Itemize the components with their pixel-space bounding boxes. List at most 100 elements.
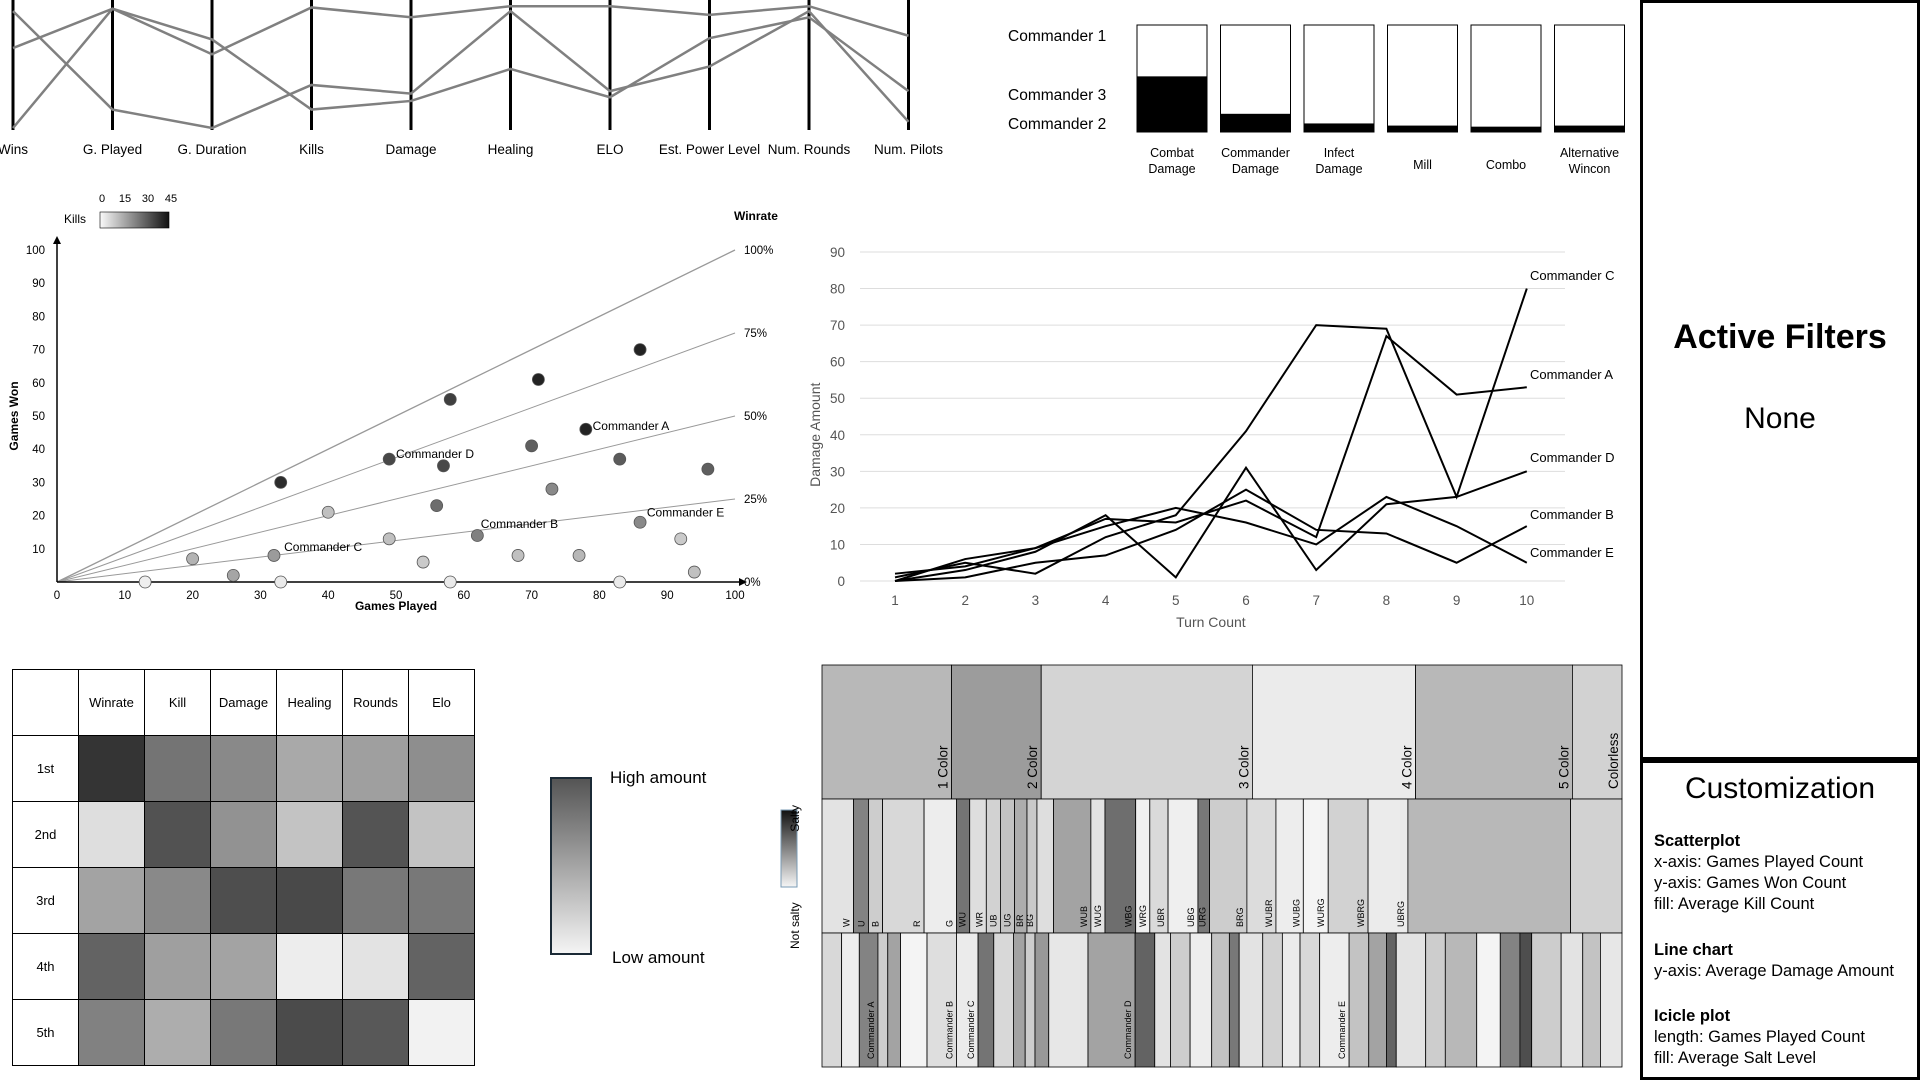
- icicle-level3-block[interactable]: [1519, 932, 1533, 1068]
- icicle-level3-block[interactable]: [1281, 932, 1301, 1068]
- scatter-point[interactable]: [274, 575, 288, 589]
- scatter-point[interactable]: [613, 575, 627, 589]
- icicle-level3-block[interactable]: [1476, 932, 1501, 1068]
- scatter-point[interactable]: [579, 422, 593, 436]
- scatter-point[interactable]: [430, 499, 444, 513]
- customization-section[interactable]: Icicle plot length: Games Played Count fil…: [1654, 1006, 1865, 1069]
- heatmap-cell[interactable]: [78, 867, 145, 934]
- icicle-level3-block[interactable]: [926, 932, 957, 1068]
- icicle-level3-block[interactable]: [877, 932, 889, 1068]
- icicle-level3-block[interactable]: [1299, 932, 1321, 1068]
- heatmap-cell[interactable]: [276, 867, 343, 934]
- heatmap-cell[interactable]: [210, 999, 277, 1066]
- icicle-level3-block[interactable]: [841, 932, 860, 1068]
- icicle-level3-block[interactable]: [1134, 932, 1156, 1068]
- customization-setting[interactable]: y-axis: Average Damage Amount: [1654, 962, 1894, 980]
- icicle-level3-block[interactable]: [1189, 932, 1213, 1068]
- heatmap-cell[interactable]: [78, 999, 145, 1066]
- icicle-level2-block[interactable]: [1570, 798, 1623, 934]
- icicle-level3-block[interactable]: [900, 932, 928, 1068]
- heatmap-cell[interactable]: [210, 801, 277, 868]
- heatmap-cell[interactable]: [408, 735, 475, 802]
- heatmap-cell[interactable]: [342, 735, 409, 802]
- scatter-point[interactable]: [443, 392, 457, 406]
- scatter-point[interactable]: [633, 515, 647, 529]
- scatter-point[interactable]: [382, 452, 396, 466]
- icicle-level3-block[interactable]: [1024, 932, 1036, 1068]
- scatter-point[interactable]: [674, 532, 688, 546]
- icicle-level3-block[interactable]: [887, 932, 901, 1068]
- icicle-level3-block[interactable]: [821, 932, 843, 1068]
- icicle-level2-block[interactable]: [853, 798, 869, 934]
- icicle-level3-block[interactable]: [977, 932, 995, 1068]
- scatter-point[interactable]: [382, 532, 396, 546]
- icicle-level3-block[interactable]: [1444, 932, 1478, 1068]
- icicle-level2-block[interactable]: [1014, 798, 1028, 934]
- icicle-level3-block[interactable]: [1386, 932, 1397, 1068]
- icicle-level2-block[interactable]: [985, 798, 1001, 934]
- heatmap-cell[interactable]: [408, 801, 475, 868]
- icicle-level2-block[interactable]: [1000, 798, 1015, 934]
- icicle-level3-block[interactable]: [1319, 932, 1350, 1068]
- heatmap-cell[interactable]: [342, 867, 409, 934]
- scatter-point[interactable]: [525, 439, 538, 453]
- icicle-level2-block[interactable]: [1302, 798, 1329, 934]
- scatter-point[interactable]: [531, 373, 545, 386]
- icicle-level3-block[interactable]: [1238, 932, 1264, 1068]
- heatmap-cell[interactable]: [276, 735, 343, 802]
- heatmap-cell[interactable]: [342, 933, 409, 1000]
- icicle-level2-block[interactable]: [868, 798, 883, 934]
- customization-setting[interactable]: length: Games Played Count: [1654, 1028, 1865, 1046]
- icicle-level1-block[interactable]: [1040, 664, 1253, 800]
- icicle-level3-block[interactable]: [1560, 932, 1584, 1068]
- heatmap-cell[interactable]: [210, 867, 277, 934]
- icicle-level2-block[interactable]: [1407, 798, 1571, 934]
- scatter-point[interactable]: [267, 549, 281, 562]
- scatter-point[interactable]: [572, 549, 586, 562]
- heatmap-cell[interactable]: [144, 933, 211, 1000]
- customization-section[interactable]: Scatterplot x-axis: Games Played Count y-a…: [1654, 831, 1863, 915]
- icicle-level3-block[interactable]: [1600, 932, 1623, 1068]
- heatmap-cell[interactable]: [210, 933, 277, 1000]
- heatmap-cell[interactable]: [342, 801, 409, 868]
- icicle-level3-block[interactable]: [1048, 932, 1089, 1068]
- icicle-level3-block[interactable]: [993, 932, 1014, 1068]
- customization-setting[interactable]: fill: Average Salt Level: [1654, 1049, 1817, 1067]
- icicle-level3-block[interactable]: [1013, 932, 1026, 1068]
- customization-setting[interactable]: y-axis: Games Won Count: [1654, 874, 1847, 892]
- scatter-point[interactable]: [443, 575, 457, 589]
- icicle-level3-block[interactable]: [1348, 932, 1370, 1068]
- heatmap-cell[interactable]: [78, 801, 145, 868]
- heatmap-cell[interactable]: [342, 999, 409, 1066]
- icicle-level3-block[interactable]: [1170, 932, 1191, 1068]
- icicle-level1-block[interactable]: [1415, 664, 1573, 800]
- icicle-level2-block[interactable]: [821, 798, 854, 934]
- icicle-level1-block[interactable]: [821, 664, 953, 800]
- heatmap-cell[interactable]: [210, 735, 277, 802]
- scatter-point[interactable]: [701, 462, 715, 476]
- icicle-level1-block[interactable]: [1251, 664, 1416, 800]
- heatmap-cell[interactable]: [144, 735, 211, 802]
- icicle-level1-block[interactable]: [1572, 664, 1623, 800]
- scatter-point[interactable]: [226, 568, 240, 582]
- icicle-level2-block[interactable]: [1026, 798, 1038, 934]
- icicle-level2-block[interactable]: [1167, 798, 1199, 934]
- active-filters-value[interactable]: None: [1744, 402, 1816, 435]
- scatter-point[interactable]: [186, 552, 200, 566]
- icicle-level3-block[interactable]: [1582, 932, 1601, 1068]
- icicle-level2-block[interactable]: [882, 798, 925, 934]
- icicle-level2-block[interactable]: [1104, 798, 1137, 934]
- heatmap-cell[interactable]: [408, 933, 475, 1000]
- icicle-level3-block[interactable]: [1154, 932, 1171, 1068]
- icicle-level3-block[interactable]: [1368, 932, 1387, 1068]
- icicle-level3-block[interactable]: [1228, 932, 1240, 1068]
- scatter-point[interactable]: [416, 555, 430, 569]
- icicle-level3-block[interactable]: [1531, 932, 1562, 1068]
- customization-setting[interactable]: fill: Average Kill Count: [1654, 895, 1815, 913]
- scatter-point[interactable]: [633, 343, 647, 357]
- scatter-point[interactable]: [437, 459, 450, 473]
- customization-setting[interactable]: x-axis: Games Played Count: [1654, 853, 1864, 871]
- heatmap-cell[interactable]: [144, 867, 211, 934]
- icicle-level3-block[interactable]: [1211, 932, 1230, 1068]
- icicle-level3-block[interactable]: [1034, 932, 1050, 1068]
